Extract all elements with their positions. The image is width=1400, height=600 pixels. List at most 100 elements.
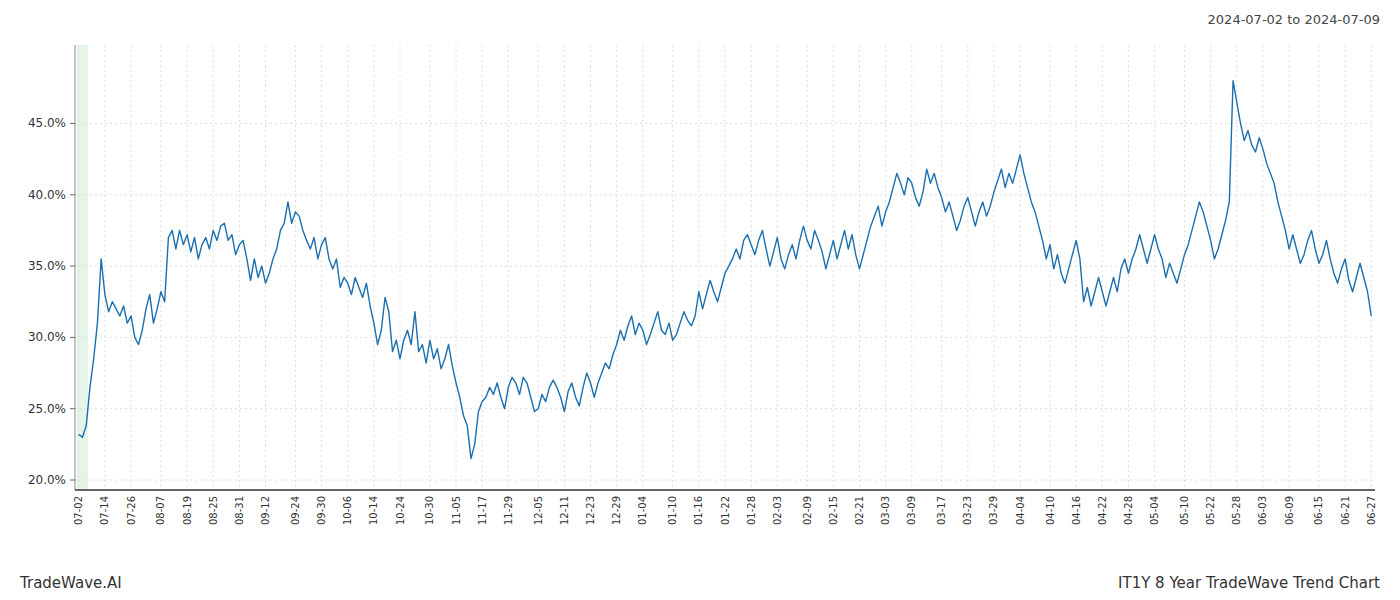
x-grid-line [187, 45, 188, 490]
x-tick-label: 01-28 [746, 496, 757, 525]
x-tick-label: 11-29 [503, 496, 514, 525]
x-tick-label: 12-23 [585, 496, 596, 525]
x-grid-line [616, 45, 617, 490]
x-tick-label: 06-21 [1340, 496, 1351, 525]
x-tick-label: 07-02 [73, 496, 84, 525]
x-grid-line [751, 45, 752, 490]
x-tick-label: 01-10 [667, 496, 678, 525]
y-tick-label: 25.0% [28, 402, 66, 416]
y-tick [70, 266, 75, 267]
x-tick-label: 12-05 [533, 496, 544, 525]
x-tick-label: 09-30 [316, 496, 327, 525]
x-tick-label: 03-23 [962, 496, 973, 525]
x-grid-line [295, 45, 296, 490]
x-axis-line [75, 489, 1375, 491]
x-tick-label: 04-28 [1123, 496, 1134, 525]
x-grid-line [1184, 45, 1185, 490]
x-grid-line [1020, 45, 1021, 490]
x-tick-label: 06-09 [1284, 496, 1295, 525]
x-grid-line [1289, 45, 1290, 490]
y-tick-label: 20.0% [28, 473, 66, 487]
x-tick-label: 07-14 [99, 496, 110, 525]
x-grid-line [698, 45, 699, 490]
x-grid-line [833, 45, 834, 490]
x-tick-label: 02-15 [828, 496, 839, 525]
x-tick-label: 02-03 [772, 496, 783, 525]
x-grid-line [807, 45, 808, 490]
x-tick-label: 09-24 [290, 496, 301, 525]
x-tick-label: 12-29 [611, 496, 622, 525]
x-grid-line [941, 45, 942, 490]
x-tick-label: 11-17 [477, 496, 488, 525]
x-tick-label: 08-31 [234, 496, 245, 525]
x-tick-label: 04-10 [1045, 496, 1056, 525]
x-grid-line [104, 45, 105, 490]
x-grid-line [777, 45, 778, 490]
y-tick-label: 40.0% [28, 188, 66, 202]
x-tick-label: 06-03 [1257, 496, 1268, 525]
x-tick-label: 03-29 [988, 496, 999, 525]
x-grid-line [993, 45, 994, 490]
x-tick-label: 05-10 [1179, 496, 1190, 525]
x-tick-label: 04-04 [1015, 496, 1026, 525]
y-tick [70, 480, 75, 481]
y-grid-line [75, 337, 1375, 338]
x-tick-label: 03-09 [906, 496, 917, 525]
y-tick-label: 30.0% [28, 330, 66, 344]
y-grid-line [75, 123, 1375, 124]
x-grid-line [538, 45, 539, 490]
y-tick-label: 45.0% [28, 116, 66, 130]
x-grid-line [265, 45, 266, 490]
x-tick-label: 06-15 [1313, 496, 1324, 525]
x-grid-line [725, 45, 726, 490]
x-grid-line [400, 45, 401, 490]
x-tick-label: 09-12 [260, 496, 271, 525]
x-tick-label: 04-22 [1097, 496, 1108, 525]
x-grid-line [590, 45, 591, 490]
x-tick-label: 10-06 [342, 496, 353, 525]
x-tick-label: 06-27 [1366, 496, 1377, 525]
x-grid-line [1102, 45, 1103, 490]
subtitle: 2024-07-02 to 2024-07-09 [1208, 12, 1380, 27]
title: IT1Y 8 Year TradeWave Trend Chart [1118, 574, 1380, 592]
x-grid-line [1210, 45, 1211, 490]
x-grid-line [239, 45, 240, 490]
x-grid-line [429, 45, 430, 490]
x-grid-line [1076, 45, 1077, 490]
x-tick-label: 05-28 [1231, 496, 1242, 525]
x-grid-line [642, 45, 643, 490]
x-tick-label: 02-21 [854, 496, 865, 525]
line-group [79, 81, 1372, 459]
x-grid-line [160, 45, 161, 490]
grid [70, 45, 1375, 490]
y-tick [70, 337, 75, 338]
series-line [79, 81, 1372, 459]
x-grid-line [482, 45, 483, 490]
x-tick-label: 03-03 [880, 496, 891, 525]
x-grid-line [967, 45, 968, 490]
annotation: TradeWave.AI [19, 574, 122, 592]
x-grid-line [1050, 45, 1051, 490]
x-tick-label: 08-25 [208, 496, 219, 525]
x-grid-line [456, 45, 457, 490]
x-tick-label: 03-17 [936, 496, 947, 525]
x-tick-label: 05-22 [1205, 496, 1216, 525]
x-tick-label: 10-14 [368, 496, 379, 525]
x-tick-label: 08-07 [155, 496, 166, 525]
x-grid-line [564, 45, 565, 490]
y-tick-label: 35.0% [28, 259, 66, 273]
x-tick-label: 01-04 [637, 496, 648, 525]
x-grid-line [911, 45, 912, 490]
y-axis-line [75, 45, 76, 490]
y-tick [70, 123, 75, 124]
x-tick-label: 12-11 [559, 496, 570, 525]
x-tick-label: 07-26 [126, 496, 137, 525]
x-tick-label: 01-22 [720, 496, 731, 525]
x-tick-label: 08-19 [182, 496, 193, 525]
x-grid-line [321, 45, 322, 490]
x-grid-line [1262, 45, 1263, 490]
x-grid-line [213, 45, 214, 490]
x-grid-line [1345, 45, 1346, 490]
x-tick-label: 05-04 [1149, 496, 1160, 525]
x-tick-label: 10-24 [395, 496, 406, 525]
